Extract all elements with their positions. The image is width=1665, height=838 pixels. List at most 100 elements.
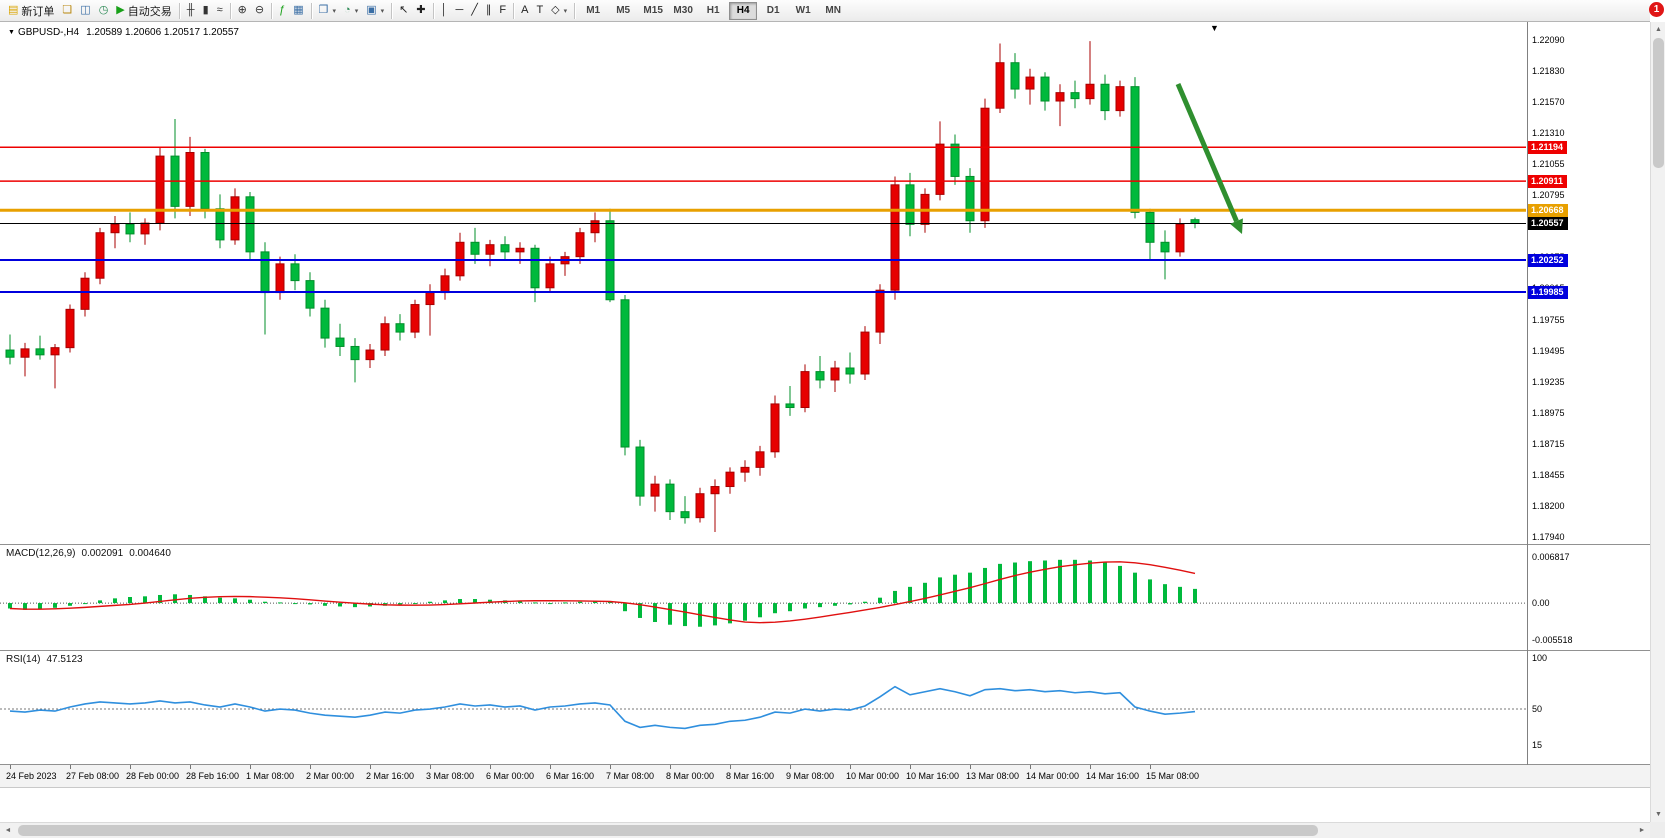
market-watch-button[interactable]: ◫ [76, 1, 94, 21]
time-tick [130, 765, 131, 769]
tile-windows-button[interactable]: ▦ [289, 1, 307, 21]
time-tick [430, 765, 431, 769]
new-chart-button[interactable]: ❐ ▾ [315, 1, 340, 21]
macd-tick: -0.005518 [1532, 635, 1573, 646]
timeframe-m5-button[interactable]: M5 [616, 4, 631, 16]
fibonacci-button[interactable]: F [495, 1, 510, 21]
rsi-tick: 100 [1532, 653, 1548, 664]
vertical-line-button[interactable]: │ [437, 1, 452, 21]
timeframe-mn-button[interactable]: MN [825, 4, 841, 16]
time-tick [310, 765, 311, 769]
templates-button[interactable]: ▣ ▾ [362, 1, 388, 21]
price-tick: 1.22090 [1532, 34, 1565, 45]
label-icon: T [536, 4, 544, 16]
crosshair-button[interactable]: ✚ [412, 1, 429, 21]
price-axis[interactable]: 1.22090 1.21830 1.21570 1.21310 1.21055 1.207… [1527, 22, 1650, 765]
scroll-up-button[interactable]: ▲ [1651, 22, 1665, 37]
timeframe-d1-button[interactable]: D1 [766, 4, 780, 16]
rsi-chart [0, 685, 1526, 730]
profiles-button[interactable]: ❏ [58, 1, 76, 21]
timeframe-w1-button[interactable]: W1 [795, 4, 811, 16]
toolbar-separator [391, 2, 393, 19]
toolbar-separator [229, 2, 231, 19]
notification-badge[interactable]: 1 [1649, 2, 1664, 17]
cursor-button[interactable]: ↖ [395, 1, 412, 21]
toolbar-separator [178, 2, 180, 19]
scroll-down-button[interactable]: ▼ [1651, 807, 1665, 822]
scroll-right-button[interactable]: ► [1634, 823, 1650, 838]
line-chart-button[interactable]: ≈ [213, 1, 227, 21]
macd-signal-value: 0.004640 [129, 548, 171, 559]
label-button[interactable]: T [532, 1, 547, 21]
auto-trading-button[interactable]: ▶ 自动交易 [112, 1, 175, 21]
text-button[interactable]: A [517, 1, 532, 21]
horizontal-scrollbar[interactable]: ◄ ► [0, 822, 1650, 838]
toolbar-separator [432, 2, 434, 19]
rsi-value: 47.5123 [46, 654, 83, 665]
vertical-scroll-thumb[interactable] [1653, 38, 1664, 168]
time-tick [790, 765, 791, 769]
timeframe-m15-button[interactable]: M15 [643, 4, 663, 16]
vertical-scrollbar[interactable]: ▲ ▼ [1650, 22, 1665, 822]
timeframe-m30-button[interactable]: M30 [673, 4, 693, 16]
price-level-tag: 1.20911 [1528, 175, 1568, 189]
zoom-out-button[interactable]: ⊖ [251, 1, 268, 21]
chart-title: ▼ GBPUSD-,H4 1.20589 1.20606 1.20517 1.205… [8, 27, 239, 38]
zoom-in-button[interactable]: ⊕ [234, 1, 251, 21]
macd-histogram [8, 559, 1197, 627]
indicators-button[interactable]: ƒ [275, 1, 289, 21]
time-tick [10, 765, 11, 769]
time-label: 28 Feb 00:00 [126, 771, 180, 781]
dropdown-arrow-icon: ▾ [354, 7, 359, 15]
time-tick [490, 765, 491, 769]
bar-chart-button[interactable]: ╫ [183, 1, 199, 21]
chart-shift-marker[interactable]: ▼ [1210, 23, 1219, 33]
price-tick: 1.19235 [1532, 376, 1565, 387]
time-label: 8 Mar 16:00 [726, 771, 775, 781]
time-label: 1 Mar 08:00 [246, 771, 295, 781]
new-order-button[interactable]: ▤ 新订单 [4, 1, 58, 21]
scrollbar-corner [1650, 822, 1665, 838]
channel-button[interactable]: ∥ [482, 1, 496, 21]
price-chart-panel: ▼ GBPUSD-,H4 1.20589 1.20606 1.20517 1.205… [0, 22, 1650, 545]
main-toolbar: ▤ 新订单 ❏ ◫ ◷ ▶ 自动交易 ╫ ▮ ≈ ⊕ ⊖ ƒ ▦ ❐ ▾ ◔ ▾ ▣ ▾ ↖ ✚ │ ─ ╱ ∥ F A T ◇ ▾ M1 M5… [0, 0, 1650, 22]
shapes-button[interactable]: ◇ ▾ [547, 1, 571, 21]
dropdown-arrow-icon: ▾ [380, 7, 385, 15]
price-tick: 1.17940 [1532, 531, 1565, 542]
time-label: 27 Feb 08:00 [66, 771, 120, 781]
current-price-tag: 1.20557 [1528, 217, 1568, 231]
rsi-tick: 50 [1532, 704, 1543, 715]
time-label: 28 Feb 16:00 [186, 771, 240, 781]
fibonacci-icon: F [499, 4, 507, 16]
symbol-label: GBPUSD-,H4 [17, 27, 80, 38]
period-icon: ◔ [344, 4, 351, 16]
horizontal-line-button[interactable]: ─ [451, 1, 467, 21]
timeframe-m1-button[interactable]: M1 [586, 4, 601, 16]
data-window-button[interactable]: ◷ [95, 1, 113, 21]
trendline-button[interactable]: ╱ [467, 1, 482, 21]
rsi-tick: 15 [1532, 739, 1543, 750]
bar-chart-icon: ╫ [186, 4, 195, 16]
candlestick-chart-button[interactable]: ▮ [199, 1, 213, 21]
macd-label: MACD(12,26,9) 0.002091 0.004640 [6, 548, 177, 559]
time-tick [910, 765, 911, 769]
horizontal-line-icon: ─ [455, 4, 464, 16]
time-axis[interactable]: 24 Feb 2023 27 Feb 08:00 28 Feb 00:00 28 Fe… [0, 765, 1650, 788]
trendline-icon: ╱ [471, 4, 478, 16]
time-tick [70, 765, 71, 769]
price-tick: 1.18200 [1532, 500, 1565, 511]
timeframe-h1-button[interactable]: H1 [706, 4, 720, 16]
time-tick [670, 765, 671, 769]
timeframe-h4-button[interactable]: H4 [729, 1, 758, 20]
time-label: 10 Mar 16:00 [906, 771, 960, 781]
price-tick: 1.21310 [1532, 128, 1565, 139]
horizontal-scroll-thumb[interactable] [18, 825, 1318, 836]
profiles-icon: ❏ [62, 4, 73, 16]
line-chart-icon: ≈ [216, 4, 223, 16]
trend-arrow[interactable] [1175, 83, 1239, 223]
period-button[interactable]: ◔ ▾ [340, 1, 362, 21]
cursor-icon: ↖ [399, 4, 409, 16]
macd-signal-line [9, 561, 1196, 624]
scroll-left-button[interactable]: ◄ [0, 823, 16, 838]
time-label: 10 Mar 00:00 [846, 771, 900, 781]
